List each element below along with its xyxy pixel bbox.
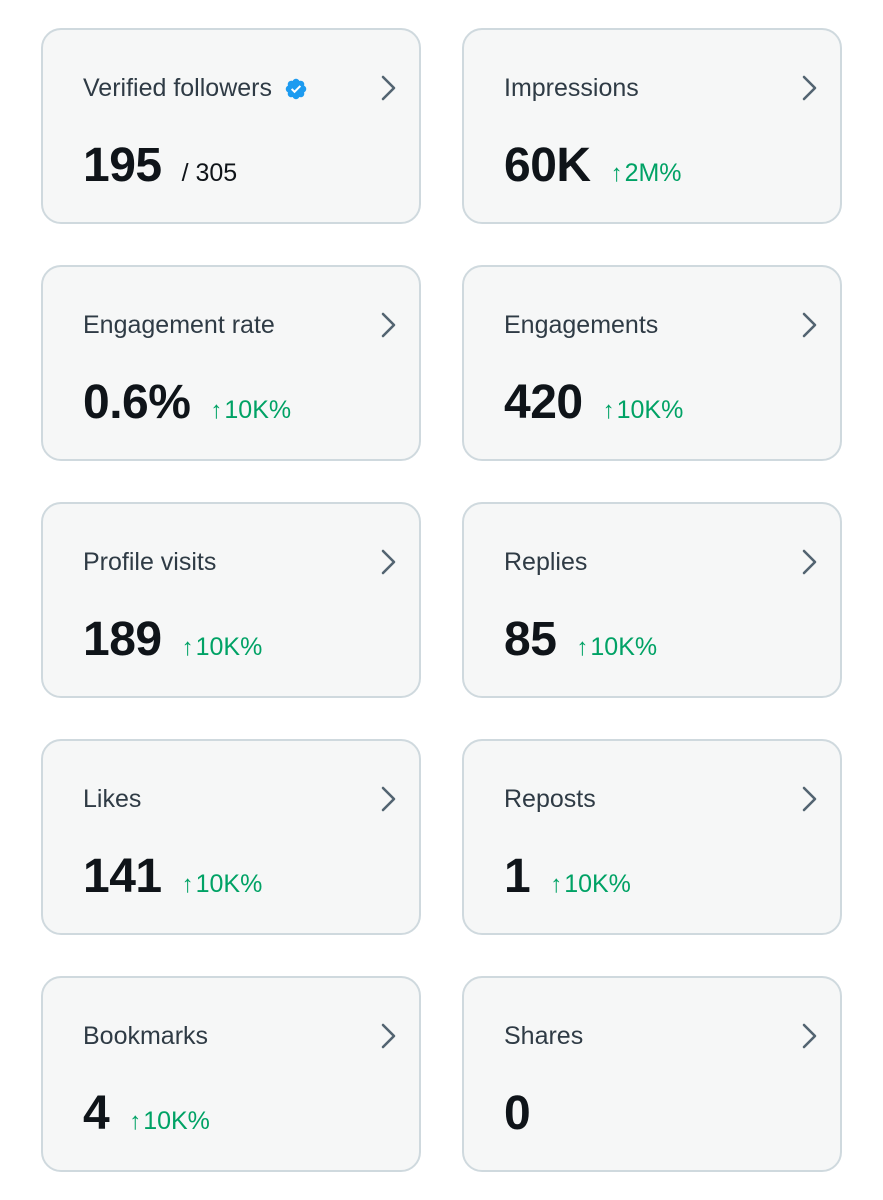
metric-value-row: 4 ↑ 10K%	[83, 1086, 210, 1141]
metric-label: Impressions	[504, 74, 639, 102]
metric-change: ↑ 10K%	[182, 870, 263, 899]
metric-card-profile-visits[interactable]: Profile visits 189 ↑ 10K%	[41, 502, 421, 698]
metric-change-value: 10K%	[224, 396, 292, 424]
arrow-up-icon: ↑	[181, 634, 194, 661]
arrow-up-icon: ↑	[210, 397, 223, 424]
chevron-right-icon	[802, 549, 817, 575]
arrow-up-icon: ↑	[129, 1108, 142, 1135]
metric-card-reposts[interactable]: Reposts 1 ↑ 10K%	[462, 739, 842, 935]
metric-change: ↑ 10K%	[576, 633, 657, 662]
metric-value: 60K	[504, 139, 591, 192]
metric-card-engagements[interactable]: Engagements 420 ↑ 10K%	[462, 265, 842, 461]
metric-card-replies[interactable]: Replies 85 ↑ 10K%	[462, 502, 842, 698]
metric-value: 0	[504, 1087, 531, 1140]
metric-card-verified-followers[interactable]: Verified followers 195 / 305	[41, 28, 421, 224]
metric-change: ↑ 10K%	[129, 1107, 210, 1136]
chevron-right-icon	[802, 75, 817, 101]
metric-label-row: Replies	[504, 548, 587, 577]
arrow-up-icon: ↑	[602, 397, 615, 424]
metric-value: 195	[83, 139, 162, 192]
metric-label: Engagements	[504, 311, 659, 339]
chevron-right-icon	[381, 75, 396, 101]
metric-label-row: Profile visits	[83, 548, 216, 577]
metric-change: ↑ 2M%	[611, 159, 682, 188]
metric-label: Replies	[504, 548, 588, 576]
metric-card-bookmarks[interactable]: Bookmarks 4 ↑ 10K%	[41, 976, 421, 1172]
chevron-right-icon	[381, 312, 396, 338]
metric-change-value: 10K%	[195, 633, 263, 661]
metric-value: 1	[504, 850, 531, 903]
chevron-right-icon	[802, 1023, 817, 1049]
arrow-up-icon: ↑	[181, 871, 194, 898]
metric-label: Reposts	[504, 785, 596, 813]
metric-label-row: Reposts	[504, 785, 596, 814]
metric-label: Verified followers	[83, 74, 272, 102]
metric-change-value: 2M%	[624, 159, 682, 187]
metric-change-value: 10K%	[143, 1107, 210, 1135]
chevron-right-icon	[381, 549, 396, 575]
metric-change: ↑ 10K%	[182, 633, 263, 662]
metric-value-row: 195 / 305	[83, 138, 237, 193]
metric-label-row: Bookmarks	[83, 1022, 208, 1051]
metrics-grid: Verified followers 195 / 305 Impressions…	[41, 28, 842, 1172]
metric-change: ↑ 10K%	[550, 870, 631, 899]
metric-label: Engagement rate	[83, 311, 275, 339]
metric-value-row: 0.6% ↑ 10K%	[83, 375, 291, 430]
metric-change-value: 10K%	[195, 870, 263, 898]
arrow-up-icon: ↑	[610, 160, 623, 187]
metric-value: 4	[83, 1087, 110, 1140]
chevron-right-icon	[381, 786, 396, 812]
metric-value-row: 85 ↑ 10K%	[504, 612, 657, 667]
metric-label-row: Verified followers	[83, 74, 308, 103]
metric-total: / 305	[181, 159, 238, 187]
metric-value-row: 0	[504, 1086, 531, 1141]
metric-label: Likes	[83, 785, 142, 813]
metric-label-row: Likes	[83, 785, 141, 814]
verified-badge-icon	[285, 78, 307, 99]
chevron-right-icon	[802, 786, 817, 812]
metric-label: Shares	[504, 1022, 584, 1050]
arrow-up-icon: ↑	[576, 634, 589, 661]
metric-change: ↑ 10K%	[210, 396, 291, 425]
metric-card-engagement-rate[interactable]: Engagement rate 0.6% ↑ 10K%	[41, 265, 421, 461]
metric-value-row: 1 ↑ 10K%	[504, 849, 631, 904]
metric-value-row: 189 ↑ 10K%	[83, 612, 262, 667]
metric-label-row: Engagements	[504, 311, 658, 340]
metric-card-shares[interactable]: Shares 0	[462, 976, 842, 1172]
metric-change-value: 10K%	[590, 633, 658, 661]
metric-label-row: Impressions	[504, 74, 639, 103]
metric-change: ↑ 10K%	[603, 396, 684, 425]
metric-value-row: 420 ↑ 10K%	[504, 375, 683, 430]
metric-value-row: 141 ↑ 10K%	[83, 849, 262, 904]
metric-change-value: 10K%	[616, 396, 684, 424]
metric-value: 141	[83, 850, 162, 903]
chevron-right-icon	[381, 1023, 396, 1049]
metric-card-likes[interactable]: Likes 141 ↑ 10K%	[41, 739, 421, 935]
metric-label-row: Engagement rate	[83, 311, 275, 340]
metric-value: 0.6%	[83, 376, 191, 429]
metric-label: Profile visits	[83, 548, 217, 576]
metric-value-row: 60K ↑ 2M%	[504, 138, 682, 193]
metric-label: Bookmarks	[83, 1022, 209, 1050]
metric-value: 420	[504, 376, 583, 429]
metric-change-value: 10K%	[564, 870, 631, 898]
metric-value: 85	[504, 613, 557, 666]
arrow-up-icon: ↑	[550, 871, 563, 898]
metric-value: 189	[83, 613, 162, 666]
chevron-right-icon	[802, 312, 817, 338]
metric-label-row: Shares	[504, 1022, 583, 1051]
metric-card-impressions[interactable]: Impressions 60K ↑ 2M%	[462, 28, 842, 224]
